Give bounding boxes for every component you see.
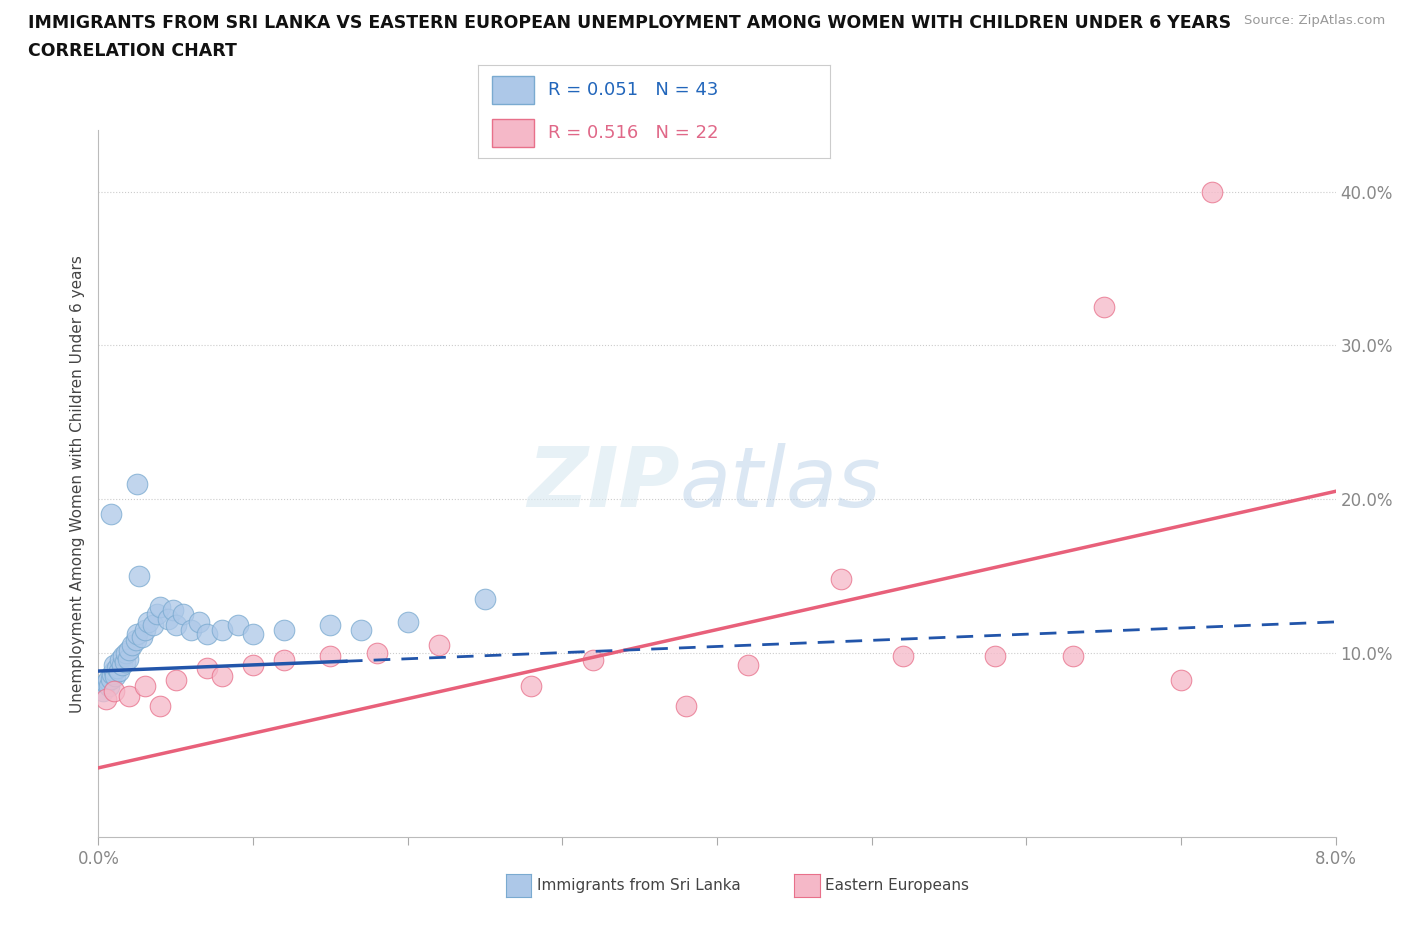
Point (520, 679, 543, 694)
Point (121, 637, 143, 652)
Point (273, 622, 295, 637)
Text: R = 0.516   N = 22: R = 0.516 N = 22 (548, 124, 718, 142)
Text: IMMIGRANTS FROM SRI LANKA VS EASTERN EUROPEAN UNEMPLOYMENT AMONG WOMEN WITH CHIL: IMMIGRANTS FROM SRI LANKA VS EASTERN EUR… (28, 14, 1232, 32)
Point (114, 655, 136, 670)
Point (96, 676, 118, 691)
Point (104, 669, 127, 684)
Point (582, 653, 605, 668)
Point (124, 633, 146, 648)
Text: Eastern Europeans: Eastern Europeans (825, 878, 969, 893)
Point (136, 615, 159, 630)
Point (1062, 648, 1084, 663)
Point (96, 691, 118, 706)
Text: R = 0.051   N = 43: R = 0.051 N = 43 (548, 81, 718, 100)
Point (474, 591, 496, 606)
Point (149, 599, 172, 614)
Point (146, 606, 169, 621)
Point (984, 648, 1007, 663)
Point (165, 672, 187, 687)
Point (97, 672, 120, 687)
Point (273, 653, 295, 668)
Point (134, 622, 156, 637)
Point (111, 658, 134, 672)
Point (1201, 184, 1223, 199)
Point (172, 606, 194, 621)
Point (830, 571, 852, 586)
Point (1170, 672, 1192, 687)
Point (211, 622, 233, 637)
Point (117, 651, 139, 666)
Point (162, 602, 184, 617)
Point (98, 679, 121, 694)
FancyBboxPatch shape (492, 119, 534, 147)
Point (675, 699, 697, 714)
Text: ZIP: ZIP (527, 443, 681, 525)
Point (100, 671, 122, 686)
Point (103, 658, 125, 672)
Point (103, 664, 125, 679)
Point (118, 642, 141, 657)
Point (107, 664, 129, 679)
Point (350, 622, 373, 637)
Y-axis label: Unemployment Among Women with Children Under 6 years: Unemployment Among Women with Children U… (70, 255, 86, 712)
Point (103, 684, 125, 698)
Point (115, 645, 138, 660)
Point (105, 660, 128, 675)
Point (112, 648, 135, 663)
Point (1092, 299, 1115, 314)
FancyBboxPatch shape (492, 76, 534, 104)
Point (319, 648, 342, 663)
Point (165, 618, 187, 632)
Point (195, 660, 218, 675)
Point (118, 688, 141, 703)
Point (127, 476, 149, 491)
Point (188, 615, 211, 630)
Point (366, 645, 388, 660)
Point (127, 627, 149, 642)
Point (211, 669, 233, 684)
Point (891, 648, 914, 663)
Point (226, 618, 249, 632)
Point (100, 507, 122, 522)
Text: Source: ZipAtlas.com: Source: ZipAtlas.com (1244, 14, 1385, 27)
Point (180, 622, 202, 637)
Point (101, 667, 124, 682)
Point (242, 627, 264, 642)
Text: Immigrants from Sri Lanka: Immigrants from Sri Lanka (537, 878, 741, 893)
Text: atlas: atlas (681, 443, 882, 525)
Point (91, 684, 114, 698)
Point (108, 653, 131, 668)
Point (128, 568, 150, 583)
Point (737, 658, 759, 672)
Text: CORRELATION CHART: CORRELATION CHART (28, 42, 238, 60)
Point (134, 679, 156, 694)
Point (319, 618, 342, 632)
Point (427, 637, 450, 652)
Point (142, 618, 165, 632)
Point (195, 627, 218, 642)
Point (157, 611, 180, 626)
Point (396, 615, 419, 630)
Point (149, 699, 172, 714)
Point (242, 658, 264, 672)
Point (131, 630, 153, 644)
